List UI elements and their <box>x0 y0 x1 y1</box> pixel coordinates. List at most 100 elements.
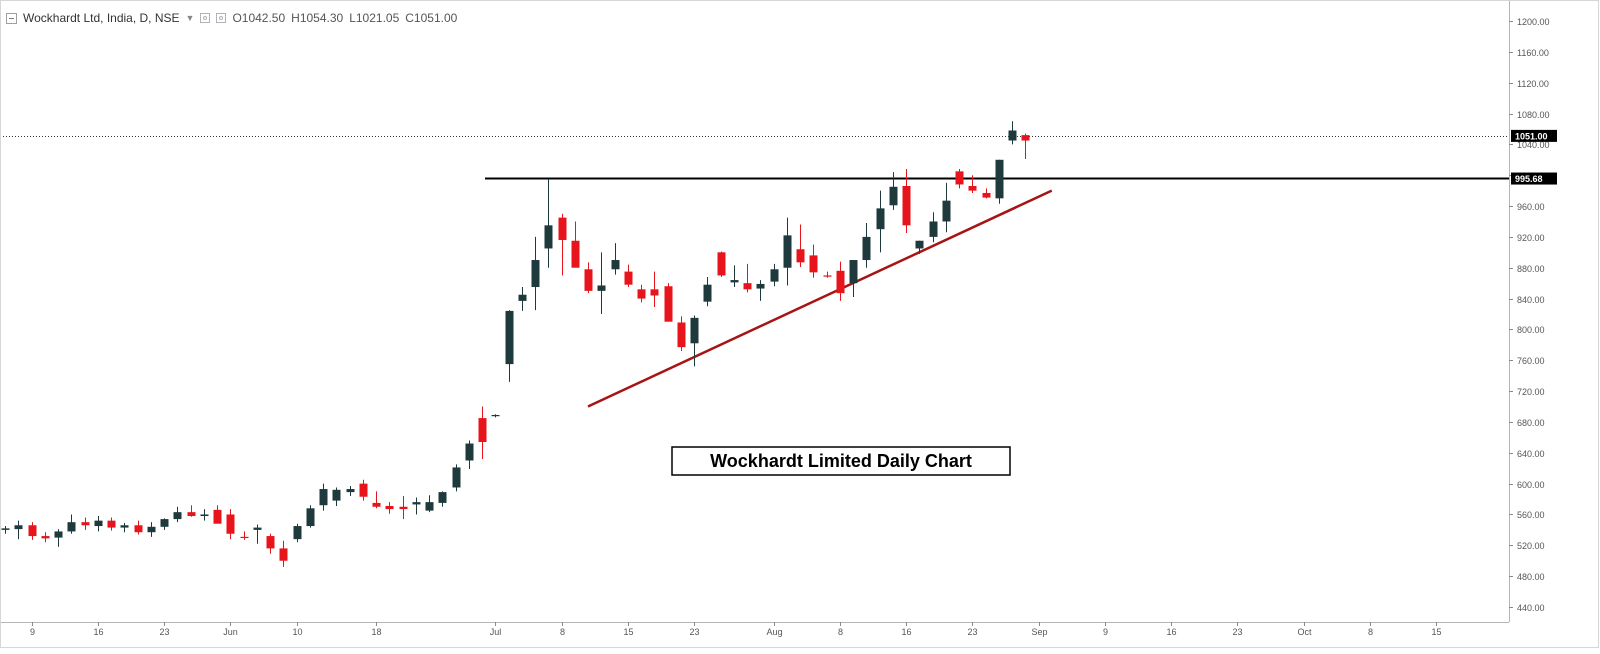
candle[interactable] <box>518 287 527 311</box>
candle[interactable] <box>425 495 434 513</box>
candle[interactable] <box>306 505 315 528</box>
candle[interactable] <box>279 540 288 567</box>
candle-body <box>306 508 315 527</box>
candle[interactable] <box>41 532 50 543</box>
candle[interactable] <box>942 182 951 233</box>
candle[interactable] <box>399 495 408 520</box>
candle-body <box>624 271 633 285</box>
candle[interactable] <box>889 172 898 210</box>
candle[interactable] <box>929 212 938 243</box>
candle[interactable] <box>332 487 341 506</box>
candle-body <box>452 467 461 488</box>
candle[interactable] <box>134 520 143 535</box>
candle[interactable] <box>28 522 37 540</box>
candle[interactable] <box>783 217 792 286</box>
collapse-icon[interactable] <box>6 12 17 24</box>
y-tick-label: 840.00 <box>1517 295 1545 305</box>
candle[interactable] <box>266 533 275 554</box>
eye-icon[interactable] <box>200 13 211 23</box>
candle[interactable] <box>995 159 1004 204</box>
candle[interactable] <box>770 263 779 287</box>
candle-body <box>1 528 10 530</box>
candle-body <box>584 269 593 291</box>
settings-icon[interactable] <box>216 13 227 23</box>
candle[interactable] <box>796 224 805 267</box>
candle[interactable] <box>147 522 156 537</box>
candle[interactable] <box>253 524 262 544</box>
support-trendline[interactable] <box>587 189 1053 408</box>
x-tick-label: 8 <box>1368 627 1373 637</box>
candle[interactable] <box>558 213 567 276</box>
candle[interactable] <box>650 271 659 308</box>
candle-body <box>677 322 686 348</box>
candle[interactable] <box>346 485 355 496</box>
candle[interactable] <box>385 502 394 514</box>
symbol-label[interactable]: Wockhardt Ltd, India, D, NSE <box>23 11 180 25</box>
candle[interactable] <box>14 520 23 540</box>
candle[interactable] <box>902 169 911 234</box>
candle[interactable] <box>1 526 10 534</box>
candle[interactable] <box>611 243 620 275</box>
candle[interactable] <box>584 262 593 294</box>
candle[interactable] <box>240 531 249 540</box>
candle-body <box>876 208 885 230</box>
candle[interactable] <box>531 236 540 311</box>
candle[interactable] <box>730 265 739 288</box>
candle[interactable] <box>571 221 580 268</box>
candle[interactable] <box>120 522 129 533</box>
candle[interactable] <box>187 505 196 517</box>
candle[interactable] <box>54 529 63 547</box>
candle[interactable] <box>717 251 726 277</box>
chevron-down-icon[interactable]: ▼ <box>185 13 195 23</box>
candle[interactable] <box>849 260 858 298</box>
candle[interactable] <box>703 276 712 307</box>
candle[interactable] <box>624 264 633 288</box>
candle[interactable] <box>862 223 871 268</box>
candle[interactable] <box>915 240 924 254</box>
candle[interactable] <box>478 406 487 459</box>
candle[interactable] <box>160 518 169 530</box>
candle[interactable] <box>412 497 421 515</box>
candle[interactable] <box>438 491 447 507</box>
candle[interactable] <box>743 263 752 293</box>
candle[interactable] <box>213 505 222 524</box>
candle[interactable] <box>491 414 500 418</box>
candle[interactable] <box>1021 133 1030 160</box>
candle[interactable] <box>677 316 686 352</box>
candle[interactable] <box>319 483 328 511</box>
candle[interactable] <box>823 271 832 278</box>
candle[interactable] <box>836 261 845 301</box>
candle[interactable] <box>293 523 302 543</box>
candle[interactable] <box>637 284 646 303</box>
candle[interactable] <box>809 244 818 278</box>
candle[interactable] <box>664 283 673 322</box>
candle-body <box>67 522 76 532</box>
candle[interactable] <box>505 310 514 382</box>
candle[interactable] <box>94 516 103 532</box>
candle[interactable] <box>876 190 885 253</box>
candle[interactable] <box>756 280 765 301</box>
candle[interactable] <box>465 440 474 469</box>
candle[interactable] <box>690 315 699 367</box>
candle-body <box>425 502 434 511</box>
candle[interactable] <box>200 509 209 521</box>
candle-body <box>756 283 765 289</box>
candle[interactable] <box>955 169 964 189</box>
candle[interactable] <box>968 175 977 193</box>
candle[interactable] <box>544 179 553 268</box>
candle-body <box>491 415 500 417</box>
candle[interactable] <box>372 491 381 509</box>
x-tick-label: 23 <box>159 627 169 637</box>
candle[interactable] <box>1008 121 1017 145</box>
candle[interactable] <box>173 506 182 523</box>
candle[interactable] <box>226 509 235 540</box>
candle[interactable] <box>107 517 116 531</box>
candle[interactable] <box>81 517 90 530</box>
candle[interactable] <box>452 464 461 492</box>
candle[interactable] <box>597 252 606 314</box>
candle[interactable] <box>359 479 368 501</box>
candle[interactable] <box>982 188 991 199</box>
candle[interactable] <box>67 514 76 534</box>
